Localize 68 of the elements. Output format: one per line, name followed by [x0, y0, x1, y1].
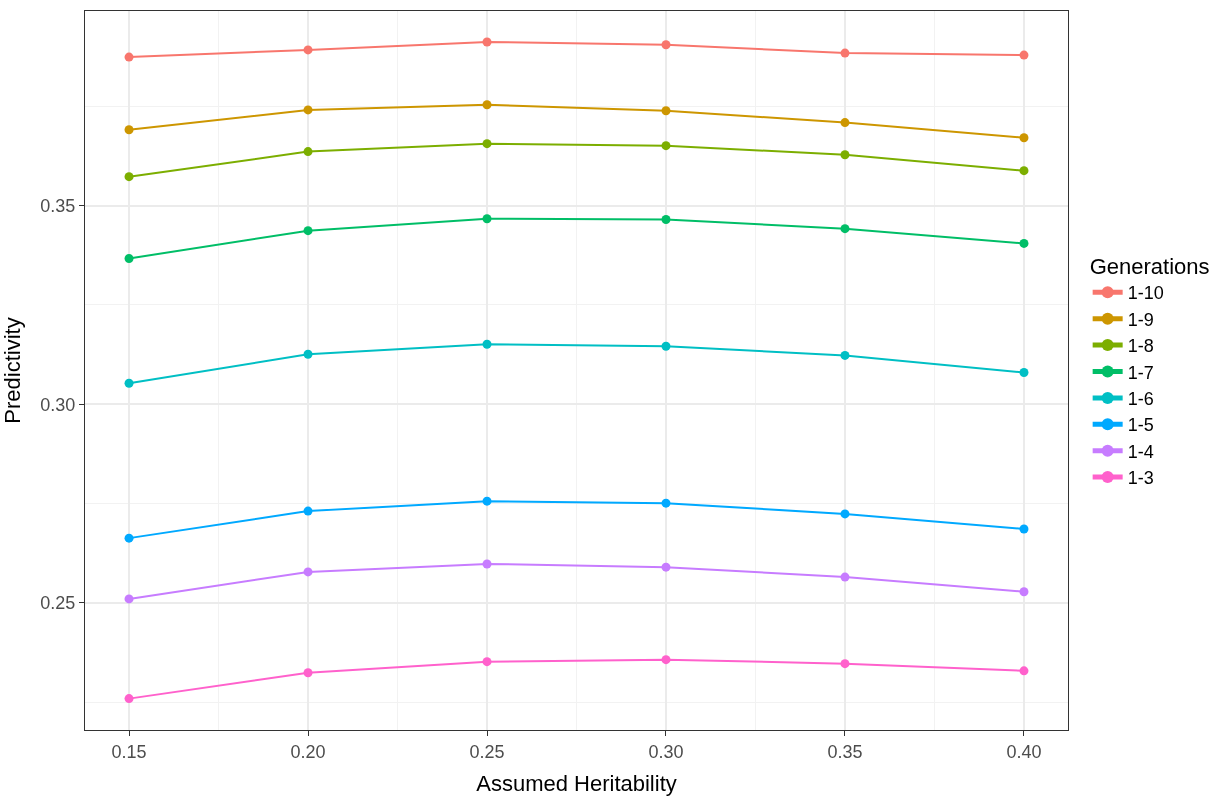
point	[124, 533, 134, 543]
y-axis-title: Predictivity	[0, 317, 25, 424]
point	[1019, 367, 1029, 377]
point	[303, 668, 313, 678]
point	[840, 118, 850, 128]
x-axis-title: Assumed Heritability	[476, 771, 677, 797]
point	[482, 657, 492, 667]
y-tick-label: 0.25	[40, 593, 76, 614]
x-tick-label: 0.40	[1006, 741, 1042, 762]
point	[482, 339, 492, 349]
point	[840, 572, 850, 582]
point	[303, 567, 313, 577]
legend-title: Generations	[1089, 254, 1210, 280]
point	[124, 378, 134, 388]
point	[124, 52, 134, 62]
y-tick-label: 0.35	[40, 195, 76, 216]
point	[1019, 587, 1029, 597]
point	[661, 141, 671, 151]
point	[840, 48, 850, 58]
legend-label: 1-8	[1127, 336, 1154, 357]
point	[303, 226, 313, 236]
point	[840, 509, 850, 519]
point	[303, 147, 313, 157]
x-tick-label: 0.20	[290, 741, 326, 762]
point	[661, 215, 671, 225]
legend-label: 1-9	[1127, 309, 1154, 330]
point	[124, 125, 134, 135]
y-tick-label: 0.30	[40, 394, 76, 415]
point	[661, 341, 671, 351]
point	[840, 224, 850, 234]
point	[482, 496, 492, 506]
point	[124, 253, 134, 263]
point	[840, 350, 850, 360]
point	[1019, 133, 1029, 143]
point	[124, 172, 134, 182]
legend-label: 1-10	[1127, 283, 1164, 304]
x-tick-label: 0.35	[827, 741, 863, 762]
point	[482, 139, 492, 149]
point	[303, 506, 313, 516]
legend-label: 1-6	[1127, 388, 1154, 409]
legend-label: 1-5	[1127, 415, 1154, 436]
point	[661, 498, 671, 508]
point	[840, 150, 850, 160]
point	[482, 559, 492, 569]
legend-label: 1-3	[1127, 468, 1154, 489]
point	[661, 106, 671, 116]
point	[1019, 166, 1029, 176]
point	[1019, 50, 1029, 60]
point	[482, 214, 492, 224]
x-tick-label: 0.15	[111, 741, 147, 762]
point	[124, 594, 134, 604]
point	[840, 659, 850, 669]
x-tick-label: 0.25	[469, 741, 505, 762]
point	[661, 40, 671, 50]
point	[482, 37, 492, 47]
point	[303, 349, 313, 359]
point	[661, 562, 671, 572]
legend-label: 1-4	[1127, 441, 1154, 462]
point	[661, 655, 671, 665]
point	[1019, 524, 1029, 534]
x-tick-label: 0.30	[648, 741, 684, 762]
point	[1019, 238, 1029, 248]
point	[1019, 666, 1029, 676]
point	[482, 100, 492, 110]
point	[124, 694, 134, 704]
legend-label: 1-7	[1127, 362, 1154, 383]
point	[303, 105, 313, 115]
point	[303, 45, 313, 55]
